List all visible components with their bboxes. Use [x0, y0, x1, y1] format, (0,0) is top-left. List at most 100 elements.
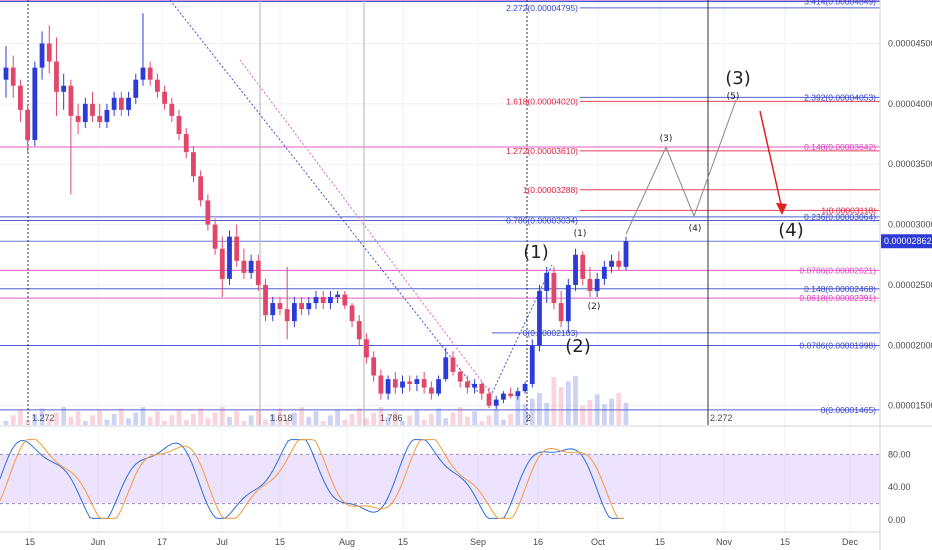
- candle-body: [436, 379, 441, 394]
- time-tick-label: Oct: [591, 537, 606, 547]
- candle-body: [328, 297, 333, 304]
- volume-bar: [248, 415, 254, 425]
- volume-bar: [464, 416, 470, 425]
- volume-bar: [176, 409, 182, 425]
- candle-body: [450, 357, 456, 372]
- volume-bar: [32, 414, 38, 425]
- candle-body: [356, 321, 362, 340]
- volume-bar: [623, 402, 629, 425]
- volume-bar: [198, 408, 204, 425]
- candle-body: [464, 381, 470, 388]
- wave-label: (5): [727, 92, 740, 102]
- candle-body: [573, 254, 578, 285]
- time-tick-label: 15: [275, 537, 285, 547]
- volume-bar: [436, 408, 441, 425]
- stoch-band: [0, 454, 880, 504]
- fib-label: 1(0.00003288): [523, 185, 578, 195]
- candle-body: [270, 303, 276, 316]
- current-price-label: 0.00002862: [884, 236, 932, 246]
- candle-body: [32, 67, 38, 141]
- fib-label: 0.148(0.00002468): [804, 284, 876, 294]
- candle-body: [75, 115, 81, 122]
- stochastic-rsi-pane: [0, 425, 932, 519]
- price-tick-label: 0.00004000: [888, 99, 932, 109]
- volume-bar: [320, 421, 326, 425]
- candle-body: [392, 379, 398, 388]
- time-tick-label: 15: [780, 537, 790, 547]
- volume-bar: [25, 419, 31, 425]
- volume-bar: [479, 421, 485, 425]
- candle-body: [3, 67, 9, 80]
- wave-label: (4): [689, 224, 702, 234]
- candle-body: [39, 43, 45, 68]
- candle-body: [580, 254, 586, 279]
- time-tick-label: Aug: [339, 537, 355, 547]
- candle-body: [46, 43, 52, 62]
- fib-label: 0.0786(0.00001998): [799, 341, 876, 351]
- candle-body: [472, 383, 478, 388]
- volume-bar: [443, 418, 449, 425]
- wave-label: (2): [565, 336, 591, 357]
- volume-bar: [558, 387, 564, 425]
- volume-bar: [378, 407, 384, 425]
- price-tick-label: 0.00003000: [888, 220, 932, 230]
- candle-body: [82, 103, 88, 122]
- volume-bar: [414, 409, 420, 425]
- volume-bar: [263, 419, 268, 425]
- candle-body: [205, 200, 211, 225]
- volume-bar: [508, 414, 514, 425]
- volume-bar: [219, 407, 225, 425]
- volume-bar: [421, 419, 427, 425]
- wave-label: (4): [778, 220, 804, 241]
- current-price-tag: [881, 234, 932, 249]
- volume-bar: [522, 404, 528, 425]
- volume-bar: [291, 412, 297, 425]
- volume-bar: [284, 418, 290, 425]
- fib-label: 0.0786(0.00002621): [799, 265, 876, 275]
- volume-bar: [364, 418, 369, 425]
- volume-bar: [587, 400, 593, 425]
- fibonacci-time-zones: 1.272 1.618 1.786 2 2.272: [27, 0, 733, 425]
- candle-body: [68, 85, 74, 116]
- trend-line: [239, 59, 493, 396]
- volume-bar: [68, 416, 74, 425]
- volume-bar: [162, 421, 168, 425]
- fib-label: 1(0.00003118): [821, 205, 876, 215]
- volume-bar: [515, 394, 521, 425]
- volume-bar: [371, 412, 377, 425]
- candle-body: [219, 248, 225, 279]
- wave-label: (1): [523, 242, 549, 263]
- candle-body: [97, 115, 103, 122]
- candle-body: [501, 393, 506, 400]
- volume-bar: [212, 412, 218, 425]
- time-tick-label: Jul: [216, 537, 228, 547]
- volume-bar: [133, 412, 139, 425]
- candle-body: [378, 375, 384, 394]
- volume-bar: [75, 411, 81, 425]
- volume-bar: [234, 411, 240, 425]
- projection-arrow: [759, 110, 783, 210]
- candle-body: [385, 379, 391, 394]
- candle-body: [457, 371, 463, 382]
- volume-bar: [18, 409, 23, 425]
- volume-bar: [594, 394, 600, 425]
- candle-body: [544, 272, 550, 291]
- volume-bar: [270, 414, 276, 425]
- candle-body: [508, 393, 514, 397]
- volume-bar: [205, 418, 211, 425]
- volume-bar: [147, 416, 153, 425]
- candle-body: [486, 393, 492, 406]
- projection-arrowhead: [776, 202, 787, 215]
- candle-body: [364, 339, 369, 358]
- time-tick-label: 15: [25, 537, 35, 547]
- time-zone-label: 1.786: [380, 413, 403, 423]
- fib-label: 1.272(0.00003610): [506, 146, 578, 156]
- volume-bars: [3, 375, 629, 425]
- wave-label: (1): [574, 229, 587, 239]
- candle-body: [248, 260, 254, 273]
- candle-body: [616, 260, 622, 267]
- trend-lines: [169, 0, 553, 396]
- wave-label: (3): [660, 134, 673, 144]
